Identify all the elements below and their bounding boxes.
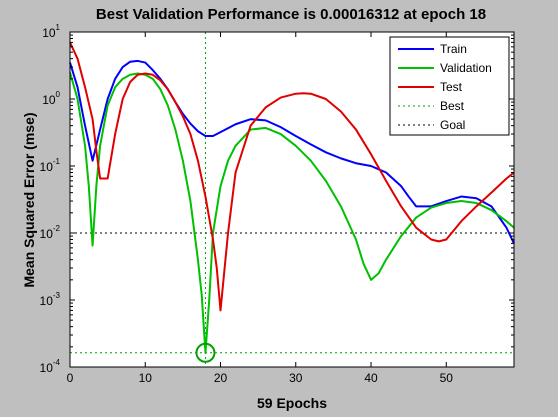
x-tick-label: 0: [67, 371, 74, 385]
series-validation-line: [69, 72, 515, 354]
legend-label-best: Best: [440, 99, 465, 113]
plot-frame: [69, 31, 515, 368]
y-tick-label: 10-1: [40, 157, 61, 174]
y-tick-label: 10-3: [40, 291, 61, 308]
y-tick-label: 10-2: [40, 224, 61, 241]
x-tick-label: 10: [139, 371, 153, 385]
x-tick-label: 20: [214, 371, 228, 385]
best-point-marker: [195, 342, 216, 363]
x-tick-label: 30: [289, 371, 303, 385]
legend-label-validation: Validation: [440, 61, 492, 75]
marker-layer: [195, 342, 216, 363]
legend-label-goal: Goal: [440, 118, 465, 132]
y-tick-label: 10-4: [40, 358, 61, 375]
x-tick-label: 40: [364, 371, 378, 385]
chart-title: Best Validation Performance is 0.0001631…: [96, 6, 486, 23]
legend-label-train: Train: [440, 42, 467, 56]
tick-layer: 0 10 20 30 40 50 101 100 10-1 10-2 10-3 10-4: [40, 23, 514, 385]
series-layer: [69, 32, 515, 367]
y-tick-label: 101: [42, 23, 60, 40]
y-tick-label: 100: [42, 90, 60, 107]
legend-label-test: Test: [440, 80, 463, 94]
x-axis-label: 59 Epochs: [257, 395, 327, 411]
y-axis-label: Mean Squared Error (mse): [21, 112, 37, 287]
series-test-line: [69, 41, 515, 312]
series-train-line: [69, 59, 515, 244]
x-tick-label: 50: [440, 371, 454, 385]
legend: Train Validation Test Best Goal: [389, 36, 510, 136]
